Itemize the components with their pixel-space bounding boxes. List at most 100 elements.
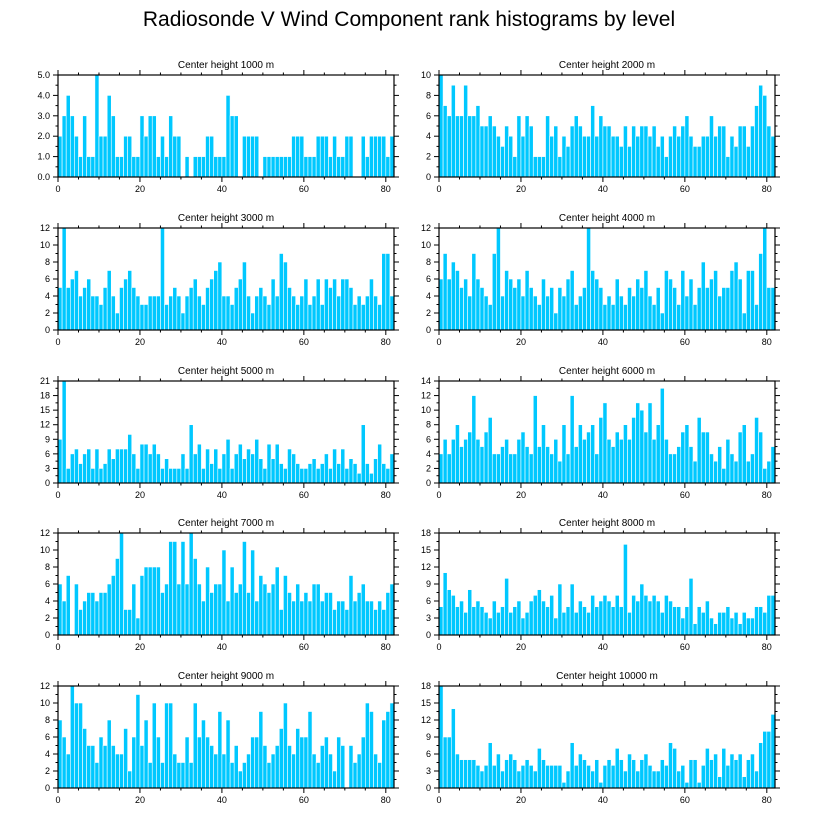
histogram-bar (766, 595, 772, 636)
histogram-bar (295, 135, 301, 178)
histogram-bar (586, 765, 591, 789)
x-tick-label: 60 (680, 184, 690, 194)
histogram-bar (356, 472, 362, 484)
histogram-bar (696, 287, 702, 331)
histogram-panel: Center height 9000 m 0 20 40 60 80 0 2 4 6 8 10 12 (40, 671, 399, 805)
histogram-bar (65, 575, 71, 636)
histogram-bar (307, 600, 313, 636)
histogram-bar (262, 156, 268, 178)
y-tick-label: 6 (45, 579, 50, 589)
histogram-bar (475, 600, 481, 636)
histogram-bar (262, 745, 268, 789)
x-tick-label: 40 (598, 642, 608, 652)
histogram-bar (311, 458, 317, 484)
histogram-bar (344, 278, 350, 331)
histogram-bar (635, 278, 641, 331)
histogram-bar (377, 135, 383, 178)
histogram-bar (98, 304, 104, 331)
histogram-bar (639, 759, 645, 789)
histogram-bar (184, 583, 190, 636)
histogram-bar (496, 227, 501, 331)
histogram-bar (135, 295, 141, 331)
histogram-bar (705, 748, 710, 789)
histogram-bar (541, 424, 546, 484)
histogram-bar (147, 115, 153, 178)
histogram-bar (307, 304, 313, 331)
histogram-bar (541, 759, 546, 789)
histogram-bar (684, 424, 690, 484)
histogram-bar (463, 438, 468, 484)
histogram-bar (647, 765, 653, 789)
histogram-bar (659, 135, 665, 178)
histogram-bar (110, 575, 116, 636)
histogram-bar (262, 468, 268, 484)
histogram-bar (180, 541, 186, 636)
x-tick-label: 20 (135, 490, 145, 500)
histogram-bar (221, 156, 227, 178)
histogram-bar (365, 156, 370, 178)
histogram-bar (233, 592, 239, 636)
histogram-bar (578, 295, 583, 331)
histogram-bar (94, 762, 100, 789)
histogram-bar (729, 753, 735, 789)
histogram-bar (705, 600, 710, 636)
histogram-bar (258, 458, 264, 484)
x-tick-label: 0 (55, 490, 60, 500)
histogram-bar (237, 770, 243, 789)
histogram-bar (283, 468, 288, 484)
histogram-bar (336, 463, 342, 484)
histogram-bar (135, 468, 141, 484)
histogram-bar (545, 115, 550, 178)
histogram-bar (602, 402, 608, 484)
histogram-bar (377, 304, 383, 331)
histogram-bar (725, 156, 731, 178)
histogram-bar (356, 753, 362, 789)
histogram-bar (315, 135, 321, 178)
histogram-bar (516, 438, 522, 484)
x-tick-label: 40 (217, 184, 227, 194)
histogram-bar (311, 295, 317, 331)
y-tick-label: 9 (426, 579, 431, 589)
y-tick-label: 4 (426, 449, 431, 459)
histogram-bar (438, 278, 444, 331)
x-tick-label: 60 (680, 337, 690, 347)
histogram-bar (98, 468, 104, 484)
histogram-bar (729, 270, 735, 331)
histogram-bar (770, 446, 776, 484)
y-tick-label: 0 (426, 630, 431, 640)
histogram-bar (549, 135, 555, 178)
histogram-bar (565, 278, 571, 331)
histogram-bar (573, 115, 579, 178)
histogram-bar (69, 685, 75, 789)
histogram-bar (508, 278, 514, 331)
y-tick-label: 0 (426, 172, 431, 182)
histogram-bar (348, 135, 354, 178)
histogram-bar (278, 253, 284, 331)
histogram-bar (721, 287, 727, 331)
histogram-bar (766, 460, 772, 484)
histogram-bar (69, 278, 75, 331)
histogram-bar (672, 453, 677, 484)
histogram-bar (360, 583, 366, 636)
histogram-bar (725, 765, 731, 789)
histogram-bar (602, 765, 608, 789)
y-tick-label: 2.0 (37, 131, 50, 141)
histogram-bar (725, 438, 731, 484)
histogram-bar (86, 156, 92, 178)
histogram-bar (545, 606, 550, 636)
histogram-bar (237, 443, 243, 484)
y-tick-label: 0 (45, 478, 50, 488)
histogram-bar (254, 135, 260, 178)
histogram-bar (307, 156, 313, 178)
histogram-bar (512, 453, 518, 484)
y-tick-label: 6 (45, 732, 50, 742)
y-tick-label: 0 (426, 325, 431, 335)
histogram-bar (680, 765, 686, 789)
histogram-bar (266, 156, 272, 178)
histogram-bar (770, 287, 776, 331)
histogram-bar (746, 460, 751, 484)
histogram-bar (389, 135, 395, 178)
histogram-bar (487, 304, 493, 331)
histogram-bar (102, 463, 108, 484)
histogram-bar (356, 592, 362, 636)
